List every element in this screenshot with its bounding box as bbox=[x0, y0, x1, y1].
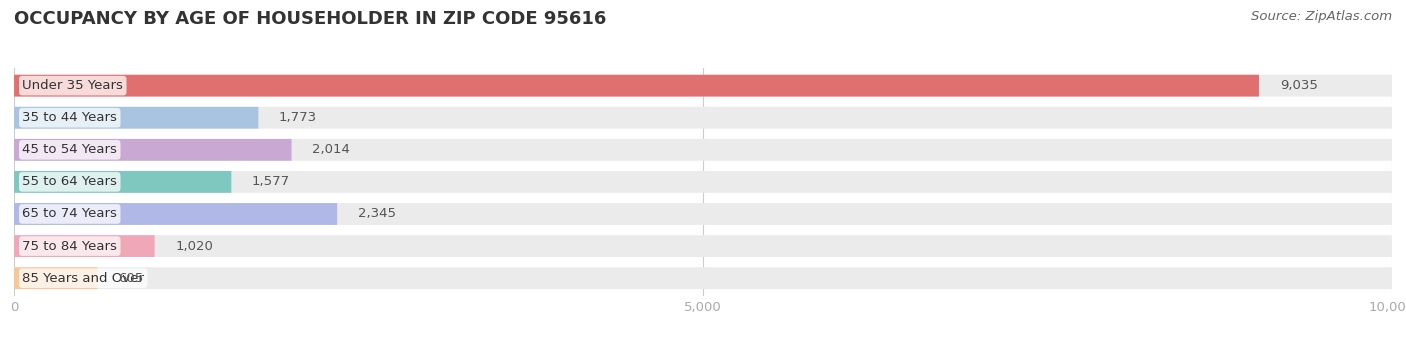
Text: 9,035: 9,035 bbox=[1279, 79, 1317, 92]
FancyBboxPatch shape bbox=[14, 203, 1392, 225]
Text: OCCUPANCY BY AGE OF HOUSEHOLDER IN ZIP CODE 95616: OCCUPANCY BY AGE OF HOUSEHOLDER IN ZIP C… bbox=[14, 10, 606, 28]
FancyBboxPatch shape bbox=[14, 171, 232, 193]
Text: Under 35 Years: Under 35 Years bbox=[22, 79, 124, 92]
Text: 35 to 44 Years: 35 to 44 Years bbox=[22, 111, 117, 124]
Text: 45 to 54 Years: 45 to 54 Years bbox=[22, 143, 117, 156]
Text: 2,345: 2,345 bbox=[359, 207, 396, 220]
Text: Source: ZipAtlas.com: Source: ZipAtlas.com bbox=[1251, 10, 1392, 23]
Text: 1,577: 1,577 bbox=[252, 175, 290, 188]
FancyBboxPatch shape bbox=[14, 75, 1258, 97]
Text: 65 to 74 Years: 65 to 74 Years bbox=[22, 207, 117, 220]
FancyBboxPatch shape bbox=[14, 267, 97, 289]
Text: 75 to 84 Years: 75 to 84 Years bbox=[22, 240, 117, 253]
FancyBboxPatch shape bbox=[14, 107, 259, 129]
FancyBboxPatch shape bbox=[14, 139, 291, 161]
FancyBboxPatch shape bbox=[14, 235, 155, 257]
Text: 1,773: 1,773 bbox=[278, 111, 318, 124]
FancyBboxPatch shape bbox=[14, 107, 1392, 129]
Text: 2,014: 2,014 bbox=[312, 143, 350, 156]
FancyBboxPatch shape bbox=[14, 203, 337, 225]
FancyBboxPatch shape bbox=[14, 139, 1392, 161]
Text: 1,020: 1,020 bbox=[176, 240, 214, 253]
FancyBboxPatch shape bbox=[14, 75, 1392, 97]
Text: 55 to 64 Years: 55 to 64 Years bbox=[22, 175, 117, 188]
FancyBboxPatch shape bbox=[14, 235, 1392, 257]
FancyBboxPatch shape bbox=[14, 267, 1392, 289]
Text: 85 Years and Over: 85 Years and Over bbox=[22, 272, 145, 285]
FancyBboxPatch shape bbox=[14, 171, 1392, 193]
Text: 605: 605 bbox=[118, 272, 143, 285]
